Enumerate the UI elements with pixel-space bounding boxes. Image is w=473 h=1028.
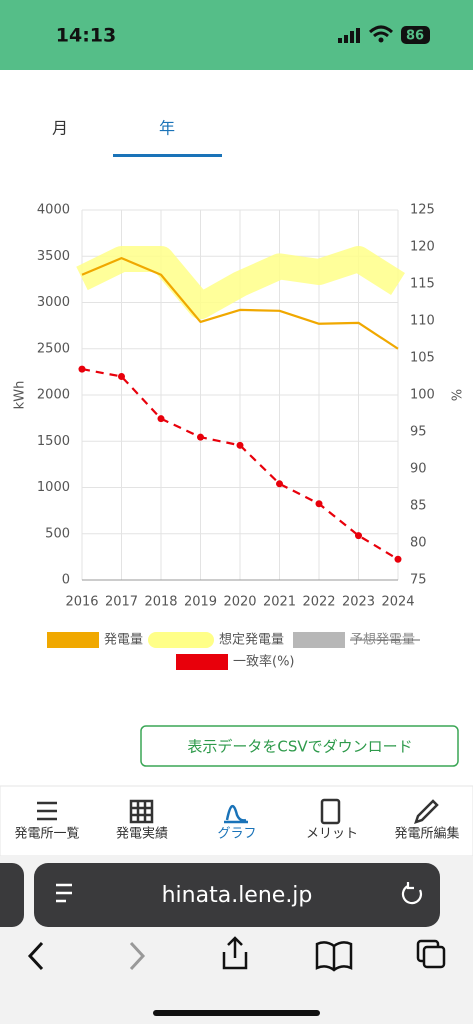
- y2-tick-label: 90: [410, 462, 427, 477]
- legend-label[interactable]: 想定発電量: [219, 632, 284, 648]
- legend-swatch: [148, 632, 214, 648]
- nav-item-active[interactable]: グラフ: [217, 827, 256, 842]
- y2-tick-label: 75: [410, 573, 427, 588]
- y-tick-label: 1500: [37, 434, 70, 449]
- tab-underline: [113, 154, 222, 157]
- legend-label[interactable]: 発電量: [104, 633, 143, 648]
- point: [78, 365, 86, 373]
- download-button[interactable]: [140, 725, 459, 767]
- y2-tick-label: 100: [410, 388, 435, 403]
- point: [276, 480, 283, 488]
- legend-swatch: [47, 632, 99, 648]
- time: 14:13: [56, 25, 116, 47]
- point: [394, 555, 402, 563]
- nav-labels: 発電所一覧 発電実績 グラフ メリット 発電所編集: [14, 826, 459, 842]
- y-tick-label: 500: [45, 526, 70, 541]
- y-tick-label: 4000: [37, 203, 70, 218]
- y-axis-label: kWh: [13, 381, 28, 410]
- tab[interactable]: 月: [52, 119, 68, 138]
- x-tick-label: 2019: [184, 595, 217, 610]
- y2-tick-label: 80: [410, 536, 427, 551]
- address-bar[interactable]: [34, 863, 440, 927]
- share-button[interactable]: [222, 936, 248, 970]
- y-tick-label: 0: [62, 573, 70, 588]
- home-indicator: [153, 1010, 320, 1016]
- battery-level: 86: [406, 29, 424, 44]
- legend-label[interactable]: 一致率(%): [233, 654, 295, 670]
- point: [157, 415, 165, 423]
- back-button[interactable]: [27, 941, 44, 971]
- x-tick-label: 2017: [105, 595, 138, 610]
- nav-item[interactable]: 発電所編集: [394, 826, 459, 842]
- point: [118, 373, 125, 380]
- signal-icon: [338, 28, 360, 43]
- reload-icon: [401, 882, 423, 905]
- y2-tick-label: 95: [410, 425, 427, 440]
- line: [81, 368, 399, 561]
- y-tick-label: 1000: [37, 480, 70, 495]
- point: [236, 441, 244, 449]
- nav-item[interactable]: メリット: [306, 827, 358, 842]
- bookmarks-button[interactable]: [315, 941, 353, 972]
- y2-tick-label: 85: [410, 499, 427, 514]
- point: [355, 532, 362, 540]
- line: [81, 257, 399, 350]
- download-button-label: 表示データをCSVでダウンロード: [187, 738, 412, 756]
- nav-item[interactable]: 発電実績: [116, 826, 168, 842]
- nav-icons: [37, 798, 439, 825]
- band-line: [76, 246, 405, 320]
- x-tick-label: 2016: [65, 595, 98, 610]
- y2-tick-label: 125: [410, 203, 435, 218]
- nav-item[interactable]: 発電所一覧: [14, 826, 79, 842]
- status-bar: [0, 0, 473, 70]
- prev-tab[interactable]: [0, 863, 24, 927]
- wifi-icon: [368, 25, 394, 38]
- y2-tick-label: 115: [410, 277, 435, 292]
- x-tick-label: 2023: [342, 595, 375, 610]
- y2-tick-label: 105: [410, 351, 435, 366]
- y-tick-label: 2000: [37, 388, 70, 403]
- battery-icon: [401, 26, 430, 44]
- tabs-button-front: [422, 945, 446, 969]
- legend-swatch: [293, 632, 345, 648]
- tab-active[interactable]: 年: [159, 119, 175, 138]
- point: [315, 500, 323, 508]
- x-tick-label: 2020: [223, 595, 256, 610]
- x-tick-label: 2022: [302, 595, 335, 610]
- chart: 0 500 1000 1500 2000 2500 3000 3500 4000 75 80 85 90…: [13, 203, 463, 670]
- x-tick-label: 2021: [263, 595, 296, 610]
- url: hinata.lene.jp: [162, 883, 313, 908]
- legend-swatch: [176, 654, 228, 670]
- y2-tick-label: 110: [410, 314, 435, 329]
- y-tick-label: 2500: [37, 341, 70, 356]
- reader-icon: [56, 883, 72, 903]
- y-tick-label: 3000: [37, 295, 70, 310]
- x-tick-label: 2018: [144, 595, 177, 610]
- y-tick-label: 3500: [37, 249, 70, 264]
- forward-button[interactable]: [129, 941, 146, 971]
- x-tick-label: 2024: [381, 595, 414, 610]
- point: [197, 433, 204, 441]
- y2-axis-label: %: [448, 389, 463, 401]
- wifi-dot: [378, 37, 384, 43]
- y2-tick-label: 120: [410, 240, 435, 255]
